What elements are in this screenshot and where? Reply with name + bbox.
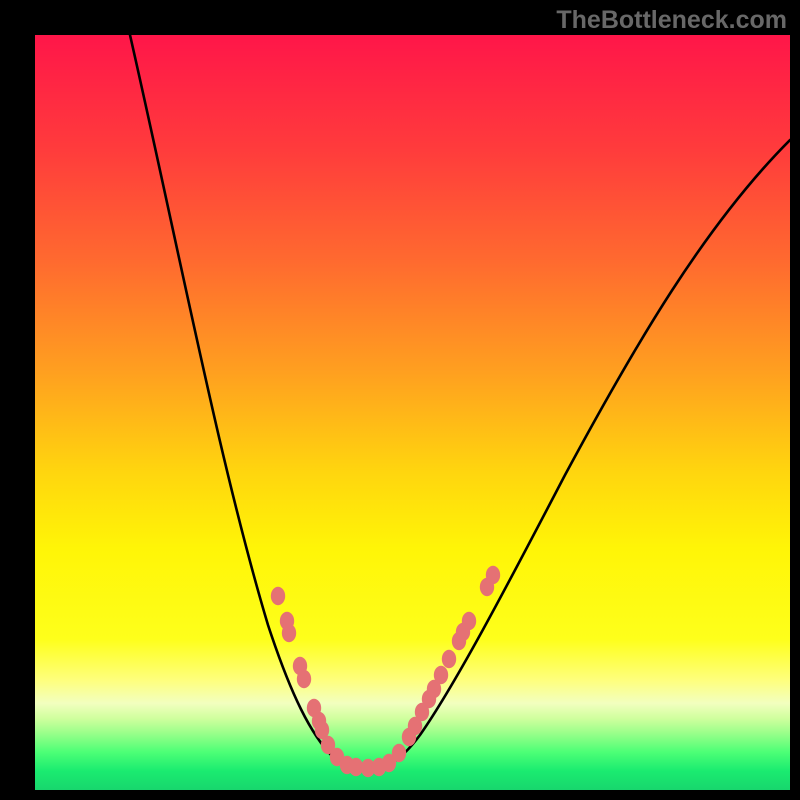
gradient-background (35, 35, 790, 790)
plot-svg (35, 35, 790, 790)
data-marker (442, 650, 456, 668)
data-marker (297, 670, 311, 688)
watermark-text: TheBottleneck.com (556, 6, 787, 35)
data-marker (434, 666, 448, 684)
data-marker (392, 744, 406, 762)
data-marker (282, 624, 296, 642)
data-marker (462, 612, 476, 630)
data-marker (271, 587, 285, 605)
plot-area (35, 35, 790, 790)
data-marker (486, 566, 500, 584)
